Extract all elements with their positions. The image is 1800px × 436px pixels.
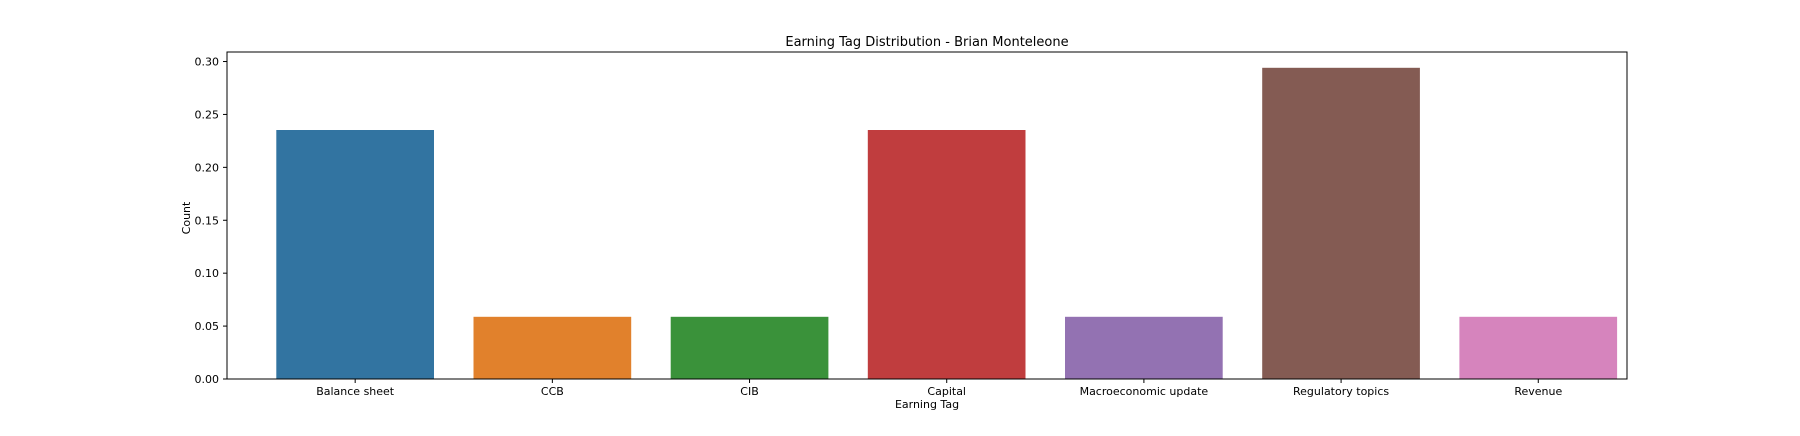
y-axis-ticks: 0.00 0.05 0.10 0.15 0.20 0.25 0.30 (195, 56, 227, 386)
y-tick-label: 0.30 (195, 56, 220, 69)
plot-frame (226, 51, 1628, 380)
bar-cib (670, 316, 829, 379)
chart-title: Earning Tag Distribution - Brian Montele… (785, 35, 1068, 50)
x-tick-label: Regulatory topics (1293, 385, 1389, 398)
y-tick-label: 0.15 (195, 214, 220, 227)
x-tick-label: CIB (740, 385, 758, 398)
y-tick-label: 0.00 (195, 373, 220, 386)
bar-revenue (1459, 316, 1618, 379)
x-tick-label: Balance sheet (316, 385, 395, 398)
y-tick-label: 0.20 (195, 161, 220, 174)
x-tick-label: Capital (927, 385, 966, 398)
y-tick-label: 0.05 (195, 320, 220, 333)
y-tick-label: 0.10 (195, 267, 220, 280)
x-axis-ticks: Balance sheet CCB CIB Capital Macroeconomic … (316, 379, 1562, 398)
bar-ccb (473, 316, 632, 379)
x-tick-label: CCB (541, 385, 564, 398)
y-axis-label: Count (180, 201, 193, 234)
bar-regulatory-topics (1262, 67, 1420, 380)
bar-balance-sheet (276, 130, 434, 379)
x-tick-label: Revenue (1514, 385, 1562, 398)
y-tick-label: 0.25 (195, 108, 220, 121)
x-axis-label: Earning Tag (895, 398, 959, 411)
bar-macroeconomic-update (1065, 316, 1223, 379)
bar-group (276, 67, 1618, 380)
x-tick-label: Macroeconomic update (1080, 385, 1209, 398)
bar-capital (867, 130, 1026, 379)
